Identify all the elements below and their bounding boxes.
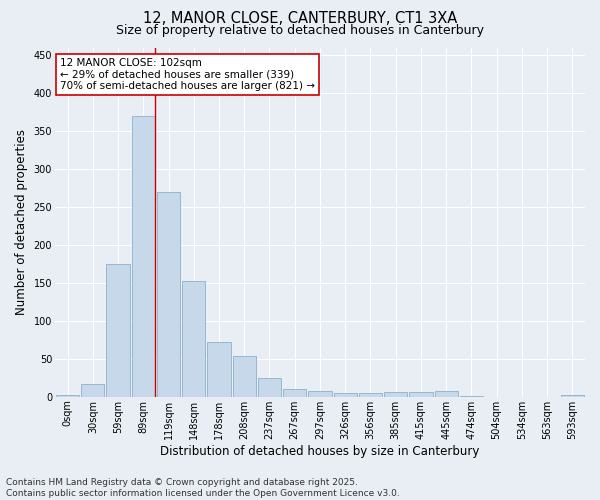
Bar — [157, 192, 180, 397]
Bar — [81, 384, 104, 397]
Bar — [233, 356, 256, 397]
Text: 12, MANOR CLOSE, CANTERBURY, CT1 3XA: 12, MANOR CLOSE, CANTERBURY, CT1 3XA — [143, 11, 457, 26]
Bar — [308, 392, 332, 397]
Bar — [182, 282, 205, 397]
Bar — [258, 378, 281, 397]
Bar — [434, 390, 458, 397]
Bar — [283, 389, 307, 397]
Bar — [460, 396, 483, 397]
Bar — [384, 392, 407, 397]
Text: Contains HM Land Registry data © Crown copyright and database right 2025.
Contai: Contains HM Land Registry data © Crown c… — [6, 478, 400, 498]
X-axis label: Distribution of detached houses by size in Canterbury: Distribution of detached houses by size … — [160, 444, 479, 458]
Bar — [409, 392, 433, 397]
Bar — [561, 396, 584, 397]
Y-axis label: Number of detached properties: Number of detached properties — [15, 129, 28, 315]
Text: Size of property relative to detached houses in Canterbury: Size of property relative to detached ho… — [116, 24, 484, 37]
Bar — [208, 342, 230, 397]
Bar — [56, 396, 79, 397]
Bar — [131, 116, 155, 397]
Text: 12 MANOR CLOSE: 102sqm
← 29% of detached houses are smaller (339)
70% of semi-de: 12 MANOR CLOSE: 102sqm ← 29% of detached… — [60, 58, 315, 91]
Bar — [359, 393, 382, 397]
Bar — [106, 264, 130, 397]
Bar — [334, 393, 357, 397]
